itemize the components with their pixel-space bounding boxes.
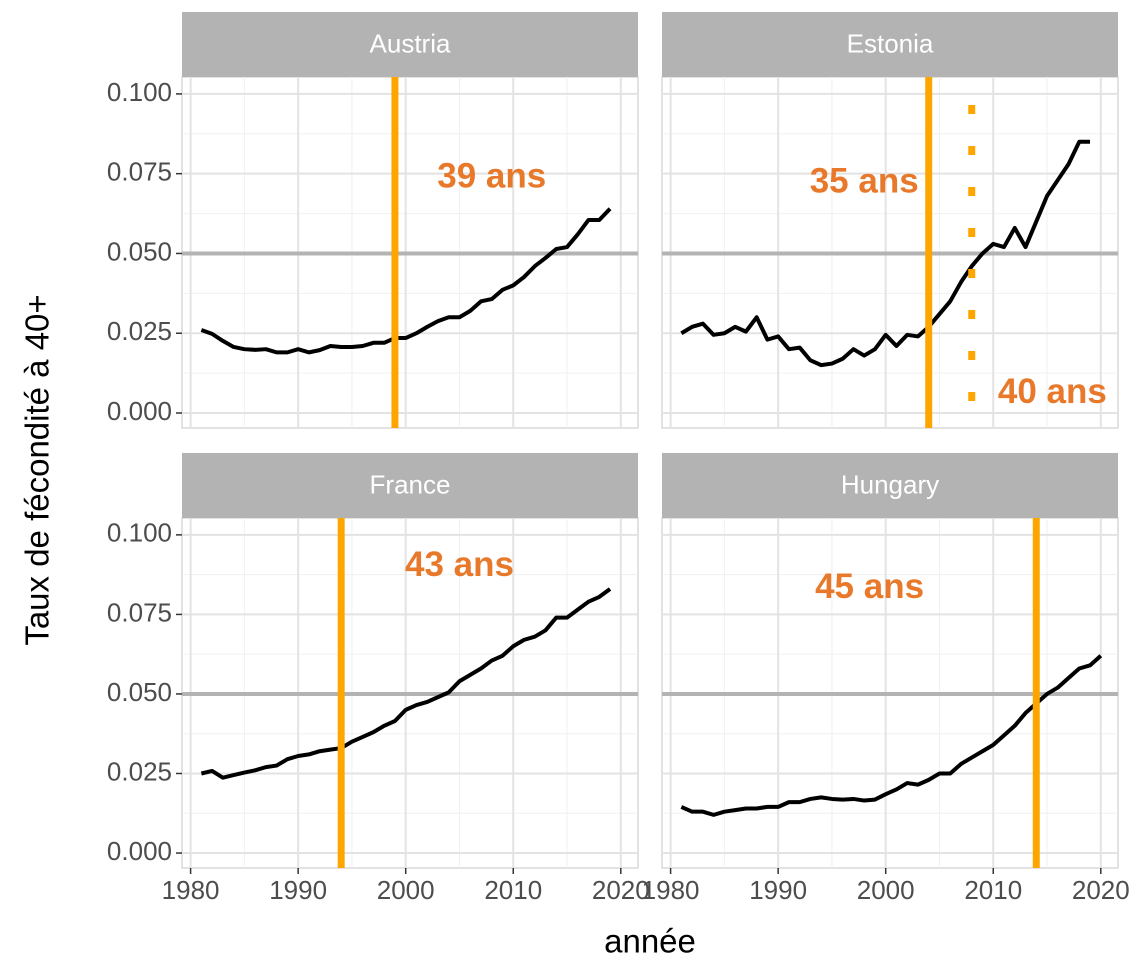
series-line: [680, 139, 1091, 368]
x-tick-label: 2020: [1072, 875, 1130, 905]
y-tick-label: 0.050: [107, 236, 172, 266]
x-tick-label: 1980: [642, 875, 700, 905]
x-tick-label: 1990: [269, 875, 327, 905]
strip-label: Austria: [370, 28, 451, 58]
series-line: [200, 207, 612, 355]
strip: [662, 12, 1118, 77]
x-tick-label: 2010: [964, 875, 1022, 905]
y-tick-label: 0.025: [107, 756, 172, 786]
strip: [182, 453, 638, 518]
x-tick-label: 1980: [162, 875, 220, 905]
strip: [662, 453, 1118, 518]
y-tick-label: 0.000: [107, 836, 172, 866]
y-tick-label: 0.075: [107, 157, 172, 187]
strip: [182, 12, 638, 77]
y-tick-label: 0.000: [107, 396, 172, 426]
y-tick-label: 0.050: [107, 677, 172, 707]
x-tick-label: 1990: [749, 875, 807, 905]
y-tick-label: 0.100: [107, 77, 172, 107]
x-tick-label: 2000: [377, 875, 435, 905]
annotation: 40 ans: [998, 372, 1107, 411]
y-tick-label: 0.100: [107, 518, 172, 548]
annotation: 43 ans: [405, 545, 514, 584]
strip-label: Hungary: [841, 469, 939, 499]
x-axis-title: année: [604, 923, 696, 960]
x-tick-label: 2000: [857, 875, 915, 905]
strip-label: Estonia: [847, 28, 934, 58]
x-tick-label: 2010: [484, 875, 542, 905]
y-tick-label: 0.075: [107, 597, 172, 627]
annotation: 35 ans: [810, 162, 919, 201]
annotation: 39 ans: [437, 157, 546, 196]
series-line: [200, 587, 612, 780]
series-line: [680, 654, 1103, 817]
strip-label: France: [370, 469, 451, 499]
y-axis-title: Taux de fécondité à 40+: [19, 294, 56, 645]
x-tick-label: 2020: [592, 875, 650, 905]
annotation: 45 ans: [815, 567, 924, 606]
y-tick-label: 0.025: [107, 316, 172, 346]
